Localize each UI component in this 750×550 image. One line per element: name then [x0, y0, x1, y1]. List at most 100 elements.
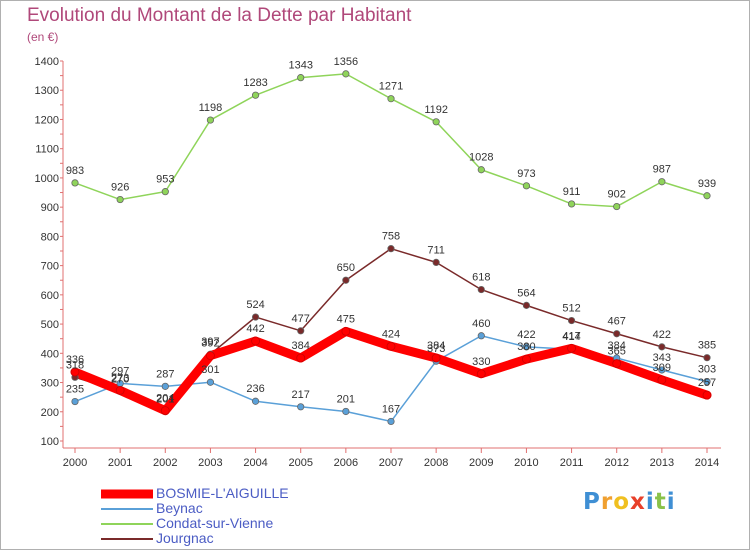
data-point [431, 353, 441, 363]
data-point [658, 366, 666, 374]
data-point [386, 341, 396, 351]
data-point [522, 182, 531, 190]
data-point [251, 313, 260, 321]
data-point [522, 301, 531, 309]
data-label: 397 [201, 336, 219, 348]
data-label: 417 [562, 330, 580, 342]
data-point [296, 353, 306, 363]
data-label: 650 [337, 262, 355, 274]
data-point [703, 192, 711, 200]
data-label: 235 [66, 384, 84, 396]
data-label: 953 [156, 174, 174, 186]
data-label: 373 [427, 343, 445, 355]
x-tick-label: 2001 [108, 457, 132, 469]
data-label: 384 [292, 340, 310, 352]
y-tick-label: 1000 [35, 173, 59, 185]
proxiti-logo: Proxiti [583, 489, 676, 515]
data-label: 384 [608, 340, 626, 352]
data-label: 1198 [199, 102, 223, 114]
data-point [297, 403, 305, 411]
data-point [251, 397, 260, 405]
series-line [74, 73, 708, 208]
chart-title: Evolution du Montant de la Dette par Hab… [27, 5, 412, 26]
y-tick-label: 500 [41, 319, 59, 331]
data-point [477, 332, 485, 340]
data-point [387, 417, 395, 426]
data-label: 236 [246, 383, 264, 395]
data-label: 385 [698, 340, 716, 352]
legend-label: Condat-sur-Vienne [156, 515, 274, 531]
data-label: 167 [382, 403, 400, 415]
logo-letter: t [654, 489, 667, 515]
data-label: 318 [66, 359, 84, 371]
y-tick-label: 1200 [35, 114, 59, 126]
data-point [342, 407, 350, 416]
chart-legend: BOSMIE-L'AIGUILLE Beynac Condat-sur-Vien… [101, 485, 341, 546]
logo-letter: x [630, 489, 646, 515]
data-point [613, 330, 621, 338]
logo-letter: i [645, 489, 655, 515]
legend-item: Jourgnac [101, 530, 341, 546]
data-point [342, 276, 350, 284]
data-point [341, 326, 351, 336]
data-label: 343 [653, 352, 671, 364]
data-point [206, 116, 215, 124]
legend-swatch [101, 537, 153, 540]
data-point [115, 386, 125, 395]
data-point [658, 343, 666, 351]
data-point [703, 354, 711, 362]
x-tick-label: 2010 [514, 457, 538, 469]
data-point [387, 245, 395, 253]
data-point [567, 316, 576, 325]
x-tick-label: 2003 [198, 457, 222, 469]
legend-item: Beynac [101, 500, 341, 516]
data-point [702, 390, 712, 400]
data-point [567, 343, 576, 353]
y-tick-label: 800 [41, 231, 59, 243]
legend-swatch [101, 507, 153, 510]
data-label: 477 [292, 313, 310, 325]
legend-item: Condat-sur-Vienne [101, 515, 341, 531]
x-tick-label: 2005 [288, 457, 312, 469]
data-label: 973 [517, 168, 535, 180]
x-tick-label: 2006 [334, 457, 358, 469]
data-label: 287 [156, 368, 174, 380]
logo-letter: o [613, 489, 631, 515]
data-label: 618 [472, 272, 490, 284]
legend-swatch [101, 522, 153, 525]
x-tick-label: 2011 [560, 457, 584, 469]
y-tick-label: 700 [41, 261, 59, 273]
logo-letter: r [600, 489, 614, 515]
data-label: 564 [517, 287, 535, 299]
x-tick-label: 2002 [153, 457, 177, 469]
x-tick-label: 2012 [604, 457, 628, 469]
data-label: 1028 [469, 152, 493, 164]
x-tick-label: 2008 [424, 457, 448, 469]
x-tick-label: 2004 [243, 457, 267, 469]
data-label: 524 [246, 299, 264, 311]
data-point [613, 202, 621, 211]
data-label: 309 [653, 362, 671, 374]
data-point [522, 354, 531, 364]
data-label: 392 [201, 338, 219, 350]
data-label: 297 [111, 365, 129, 377]
data-label: 384 [427, 340, 445, 352]
data-point [71, 397, 79, 406]
data-label: 422 [517, 329, 535, 341]
data-label: 303 [698, 364, 716, 376]
data-label: 336 [66, 354, 84, 366]
data-point [703, 378, 711, 386]
y-tick-label: 400 [41, 348, 59, 360]
data-label: 414 [562, 331, 580, 343]
data-point [612, 359, 622, 368]
data-label: 422 [653, 329, 671, 341]
data-point [476, 369, 486, 379]
y-tick-label: 600 [41, 290, 59, 302]
logo-letter: P [583, 489, 601, 515]
data-label: 204 [156, 393, 174, 405]
data-point [161, 188, 169, 196]
data-point [206, 378, 215, 386]
legend-label: BOSMIE-L'AIGUILLE [156, 485, 289, 501]
data-label: 467 [608, 316, 626, 328]
